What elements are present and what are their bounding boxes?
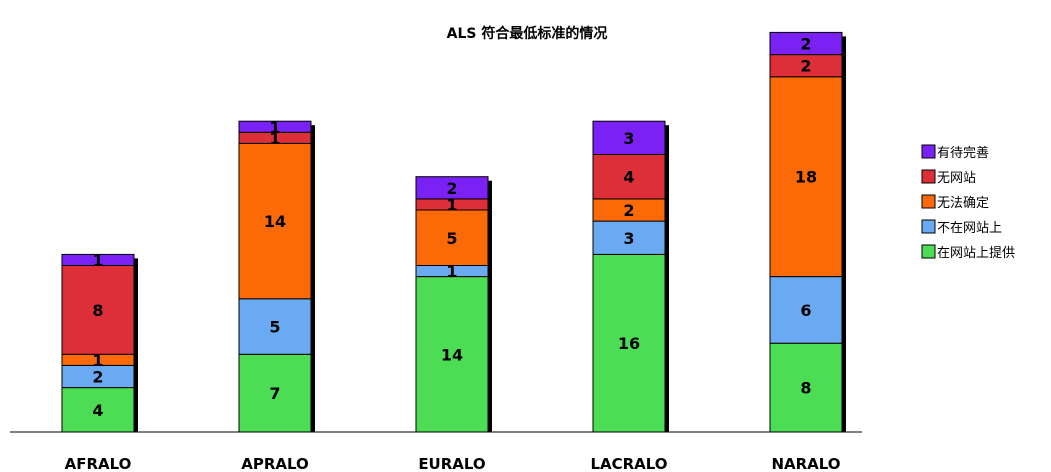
data-label-naralo-2: 18 — [795, 168, 817, 187]
legend-label-2: 无法确定 — [937, 196, 989, 211]
legend-label-4: 在网站上提供 — [937, 245, 1015, 261]
data-label-afralo-1: 2 — [92, 368, 103, 387]
data-label-naralo-1: 6 — [800, 301, 811, 320]
category-label-apralo: APRALO — [241, 455, 309, 472]
data-label-apralo-2: 14 — [264, 212, 286, 231]
data-label-apralo-4: 1 — [269, 118, 280, 137]
data-label-afralo-3: 8 — [92, 301, 103, 320]
data-label-euralo-3: 1 — [446, 195, 457, 214]
legend-swatch-4 — [921, 244, 936, 259]
data-label-afralo-4: 1 — [92, 251, 103, 270]
chart-title: ALS 符合最低标准的情况 — [447, 25, 608, 42]
category-label-euralo: EURALO — [418, 455, 485, 472]
bar-segment-lacralo-0 — [592, 253, 666, 433]
bar-segment-euralo-2 — [415, 209, 489, 266]
bar-segment-naralo-4 — [769, 31, 843, 56]
legend-label-3: 不在网站上 — [937, 221, 1002, 236]
data-label-naralo-0: 8 — [800, 379, 811, 398]
bar-segment-afralo-3 — [61, 265, 135, 355]
bar-segment-naralo-1 — [769, 276, 843, 344]
data-label-euralo-4: 2 — [446, 179, 457, 198]
bar-segment-afralo-4 — [61, 253, 135, 266]
bar-segment-lacralo-1 — [592, 220, 666, 255]
data-label-euralo-0: 14 — [441, 345, 463, 364]
bar-segment-naralo-2 — [769, 76, 843, 278]
bar-segment-afralo-0 — [61, 387, 135, 433]
data-label-euralo-1: 1 — [446, 262, 457, 281]
data-label-lacralo-2: 2 — [623, 201, 634, 220]
data-label-lacralo-1: 3 — [623, 229, 634, 248]
data-label-afralo-2: 1 — [92, 351, 103, 370]
bar-segment-euralo-4 — [415, 176, 489, 200]
legend-swatch-1 — [921, 169, 936, 184]
bar-segment-apralo-4 — [238, 120, 312, 133]
legend-swatch-3 — [921, 219, 936, 234]
data-label-apralo-1: 5 — [269, 318, 280, 337]
bar-segment-lacralo-4 — [592, 120, 666, 155]
legend-label-0: 有待完善 — [937, 145, 989, 161]
bar-segment-naralo-0 — [769, 342, 843, 433]
data-label-naralo-3: 2 — [800, 57, 811, 76]
bar-segment-lacralo-3 — [592, 154, 666, 200]
data-label-naralo-4: 2 — [800, 35, 811, 54]
category-label-lacralo: LACRALO — [590, 455, 667, 472]
legend-swatch-0 — [921, 144, 936, 159]
bar-segment-apralo-0 — [238, 353, 312, 433]
data-label-lacralo-3: 4 — [623, 168, 634, 187]
data-label-euralo-2: 5 — [446, 229, 457, 248]
legend-label-1: 无网站 — [937, 171, 976, 186]
data-label-lacralo-0: 16 — [618, 334, 640, 353]
category-labels: AFRALO APRALO EURALO LACRALO NARALO — [65, 455, 841, 472]
category-label-afralo: AFRALO — [65, 455, 132, 472]
bar-segment-apralo-2 — [238, 142, 312, 300]
data-label-afralo-0: 4 — [92, 401, 103, 420]
category-label-naralo: NARALO — [771, 455, 840, 472]
data-label-apralo-0: 7 — [269, 384, 280, 403]
data-label-lacralo-4: 3 — [623, 129, 634, 148]
legend-swatch-2 — [921, 194, 936, 209]
data-label-apralo-3: 1 — [269, 129, 280, 148]
bar-segment-apralo-1 — [238, 298, 312, 355]
